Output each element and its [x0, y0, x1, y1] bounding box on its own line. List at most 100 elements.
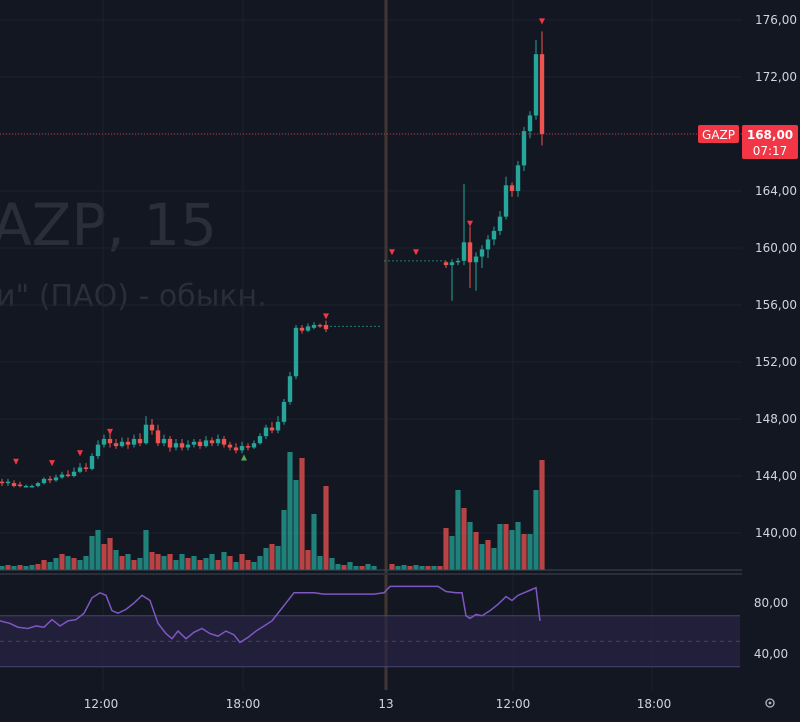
candle-body [197, 441, 203, 447]
volume-bar [449, 536, 455, 570]
candle-body [59, 474, 65, 478]
volume-bar [215, 560, 221, 570]
volume-bar [257, 556, 263, 570]
price-tick-label: 172,00 [755, 70, 797, 84]
volume-bar [407, 566, 413, 570]
candle-body [0, 481, 5, 484]
time-axis[interactable]: 12:00 18:00 13 12:00 18:00 [84, 697, 672, 711]
candle-body [29, 485, 35, 488]
rsi-axis[interactable]: 80,00 40,00 [754, 596, 788, 661]
candle-body [269, 427, 275, 431]
time-tick-label: 18:00 [226, 697, 261, 711]
candle-body [257, 436, 263, 444]
candle-body [521, 131, 527, 166]
candle-body [101, 438, 107, 445]
settings-icon[interactable] [765, 698, 775, 708]
candle-body [275, 421, 281, 431]
candle-body [107, 438, 113, 444]
volume-bar [431, 566, 437, 570]
volume-bar [527, 534, 533, 570]
signal-down-icon [413, 249, 419, 256]
volume-bar [65, 556, 71, 570]
volume-bar [173, 560, 179, 570]
candle-body [317, 324, 323, 327]
volume-bar [59, 554, 65, 570]
volume-bar [467, 522, 473, 570]
candle-body [293, 327, 299, 377]
signal-markers [13, 18, 545, 467]
candle-body [515, 165, 521, 191]
volume-bar [413, 565, 419, 570]
volume-bar [119, 556, 125, 570]
candle-body [227, 444, 233, 448]
candle-body [125, 441, 131, 445]
candle-body [149, 424, 155, 431]
symbol-tag-label: GAZP [702, 128, 735, 142]
volume-bar [71, 558, 77, 570]
signal-down-icon [77, 450, 83, 457]
candle-body [533, 54, 539, 116]
volume-bar [341, 565, 347, 570]
volume-bar [539, 460, 545, 570]
volume-bar [161, 556, 167, 570]
candle-body [473, 256, 479, 263]
candle-body [11, 483, 17, 486]
candle-body [323, 324, 329, 330]
volume-bar [311, 514, 317, 570]
volume-bar [329, 558, 335, 570]
volume-bar [89, 536, 95, 570]
candle-body [47, 478, 53, 481]
volume-bar [17, 565, 23, 570]
volume-bar [83, 556, 89, 570]
candlestick-series [0, 31, 545, 488]
candle-body [233, 447, 239, 451]
signal-up-icon [241, 454, 247, 461]
volume-bar [461, 508, 467, 570]
candle-body [185, 444, 191, 448]
candle-body [479, 249, 485, 257]
candle-body [221, 438, 227, 445]
candle-body [173, 443, 179, 448]
countdown-label: 07:17 [753, 144, 788, 158]
price-tick-label: 160,00 [755, 241, 797, 255]
volume-bar [437, 566, 443, 570]
time-tick-label: 12:00 [496, 697, 531, 711]
price-tick-label: 144,00 [755, 469, 797, 483]
volume-bar [287, 452, 293, 570]
volume-bar [275, 546, 281, 570]
volume-bar [479, 544, 485, 570]
volume-bar [515, 522, 521, 570]
signal-down-icon [389, 249, 395, 256]
volume-bar [323, 486, 329, 570]
candle-body [53, 477, 59, 481]
time-tick-label: 12:00 [84, 697, 119, 711]
volume-bar [455, 490, 461, 570]
volume-bar [95, 530, 101, 570]
volume-bar [509, 530, 515, 570]
volume-bar [131, 560, 137, 570]
rsi-line [0, 585, 541, 644]
candle-body [215, 438, 221, 444]
signal-down-icon [13, 458, 19, 465]
candle-body [167, 438, 173, 448]
price-axis[interactable]: 176,00 172,00 164,00 160,00 156,00 152,00 148,… [755, 13, 797, 540]
volume-bar [443, 528, 449, 570]
volume-bar [125, 554, 131, 570]
candle-body [5, 481, 11, 484]
candle-body [203, 440, 209, 447]
candle-body [131, 438, 137, 445]
candle-body [113, 443, 119, 447]
volume-bar [233, 562, 239, 570]
candle-body [467, 242, 473, 263]
volume-bar [371, 566, 377, 570]
volume-bar [485, 540, 491, 570]
rsi-tick-label: 80,00 [754, 596, 788, 610]
candle-body [119, 441, 125, 447]
candle-body [35, 483, 41, 486]
signal-down-icon [49, 460, 55, 467]
signal-down-icon [539, 18, 545, 25]
volume-bar [389, 564, 395, 570]
candle-body [155, 430, 161, 444]
